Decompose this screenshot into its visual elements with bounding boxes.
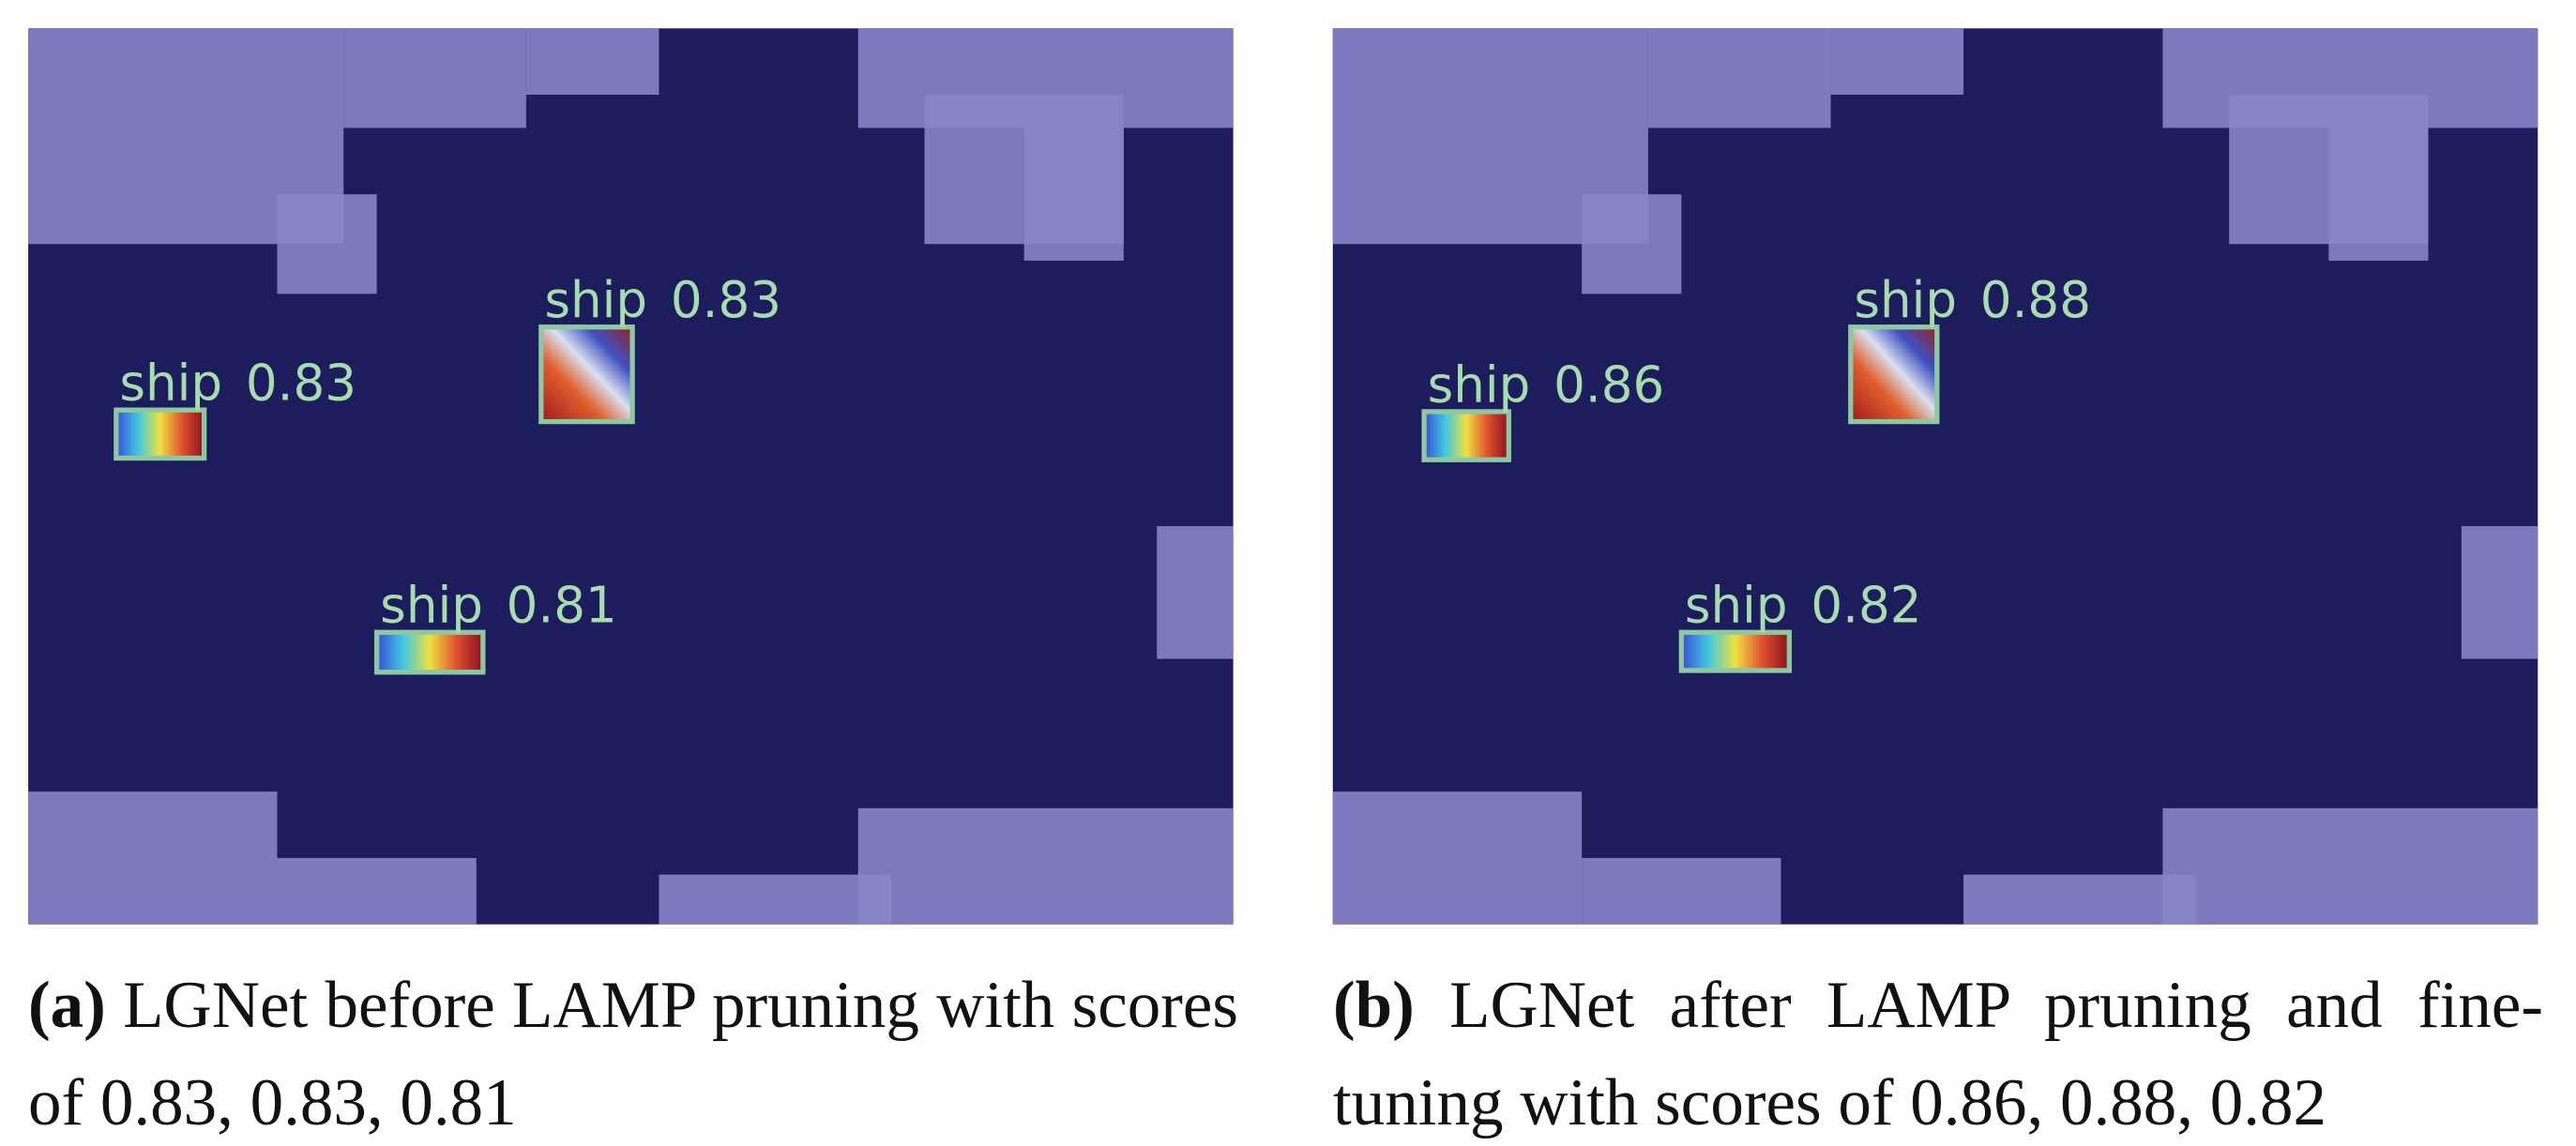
detection-label: ship 0.81 <box>380 577 617 635</box>
detection-label: ship 0.83 <box>544 271 781 329</box>
land-patch <box>659 874 892 925</box>
land-patch <box>28 792 278 925</box>
land-patch <box>1647 28 1831 128</box>
bounding-box <box>1848 324 1940 425</box>
caption-label: (b) <box>1333 969 1415 1042</box>
score: 0.86 <box>1553 355 1664 414</box>
bounding-box <box>114 407 207 461</box>
class-name: ship <box>1854 271 1957 329</box>
heatmap <box>115 410 205 459</box>
land-patch <box>1963 874 2196 925</box>
land-patch <box>277 857 477 925</box>
score: 0.81 <box>507 577 617 635</box>
caption-label: (a) <box>28 969 106 1042</box>
land-patch <box>1157 526 1234 659</box>
heatmap <box>1681 632 1790 671</box>
land-patch <box>1582 857 1781 925</box>
bounding-box <box>1678 629 1792 673</box>
land-patch <box>343 28 526 128</box>
land-patch <box>2162 807 2538 925</box>
land-patch <box>525 28 659 96</box>
caption-text: LGNet before LAMP pruning with scores of… <box>28 969 1239 1139</box>
land-patch <box>1332 792 1583 925</box>
heatmap <box>376 632 483 672</box>
land-patch <box>857 807 1234 925</box>
heatmap <box>1850 326 1937 422</box>
caption: (b) LGNet after LAMP pruning and fine-tu… <box>1333 957 2543 1146</box>
panel-image: ship 0.83 ship 0.83 ship 0.81 <box>28 28 1234 925</box>
score: 0.88 <box>1980 271 2091 329</box>
class-name: ship <box>1685 577 1788 635</box>
class-name: ship <box>544 271 647 329</box>
caption: (a) LGNet before LAMP pruning with score… <box>28 957 1238 1146</box>
land-patch <box>2461 526 2538 659</box>
class-name: ship <box>1428 355 1531 414</box>
class-name: ship <box>119 354 222 413</box>
heatmap <box>1424 411 1509 460</box>
heatmap <box>540 326 633 422</box>
land-patch <box>277 194 377 294</box>
detection-label: ship 0.83 <box>119 354 356 413</box>
panel-image: ship 0.86 ship 0.88 ship 0.82 <box>1332 28 2538 925</box>
bounding-box <box>373 629 486 675</box>
score: 0.83 <box>246 354 356 413</box>
detection-label: ship 0.86 <box>1428 355 1665 414</box>
land-patch <box>1582 194 1682 294</box>
land-patch <box>2328 128 2429 261</box>
figure-panels: ship 0.83 ship 0.83 ship 0.81 ship 0.86 ship 0.88… <box>28 28 2538 925</box>
detection-label: ship 0.82 <box>1685 577 1922 635</box>
class-name: ship <box>380 577 483 635</box>
score: 0.82 <box>1811 577 1921 635</box>
bounding-box <box>538 324 635 425</box>
bounding-box <box>1421 409 1511 462</box>
land-patch <box>1830 28 1964 96</box>
caption-text: LGNet after LAMP pruning and fine-tuning… <box>1333 969 2544 1139</box>
detection-label: ship 0.88 <box>1854 271 2091 329</box>
score: 0.83 <box>671 271 781 329</box>
land-patch <box>1023 128 1124 261</box>
